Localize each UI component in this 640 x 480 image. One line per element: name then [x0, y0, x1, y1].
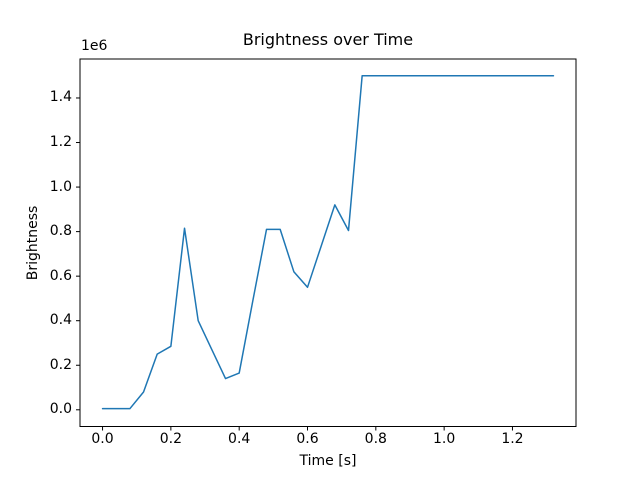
y-tick-label: 0.6: [49, 267, 72, 284]
y-tick-label: 0.8: [49, 223, 72, 240]
axes-frame: [79, 58, 577, 427]
y-tick-label: 0.2: [49, 356, 72, 373]
x-tick-label: 0.0: [91, 431, 114, 447]
x-tick-label: 0.2: [159, 431, 182, 447]
x-tick-label: 0.8: [364, 431, 387, 447]
y-tick-label: 0.0: [49, 401, 72, 418]
y-tick-label: 1.2: [49, 134, 72, 151]
chart-title: Brightness over Time: [242, 30, 414, 49]
y-axis-offset-label: 1e6: [81, 38, 108, 54]
data-line-brightness: [101, 74, 555, 410]
y-tick-label: 0.4: [49, 312, 72, 329]
x-tick-label: 1.2: [501, 431, 524, 447]
x-tick-label: 1.0: [433, 431, 456, 447]
x-axis-label: Time [s]: [299, 453, 357, 469]
y-tick-label: 1.0: [49, 178, 72, 195]
x-tick-label: 0.4: [228, 431, 251, 447]
x-tick-label: 0.6: [296, 431, 319, 447]
y-tick-label: 1.4: [49, 89, 72, 106]
